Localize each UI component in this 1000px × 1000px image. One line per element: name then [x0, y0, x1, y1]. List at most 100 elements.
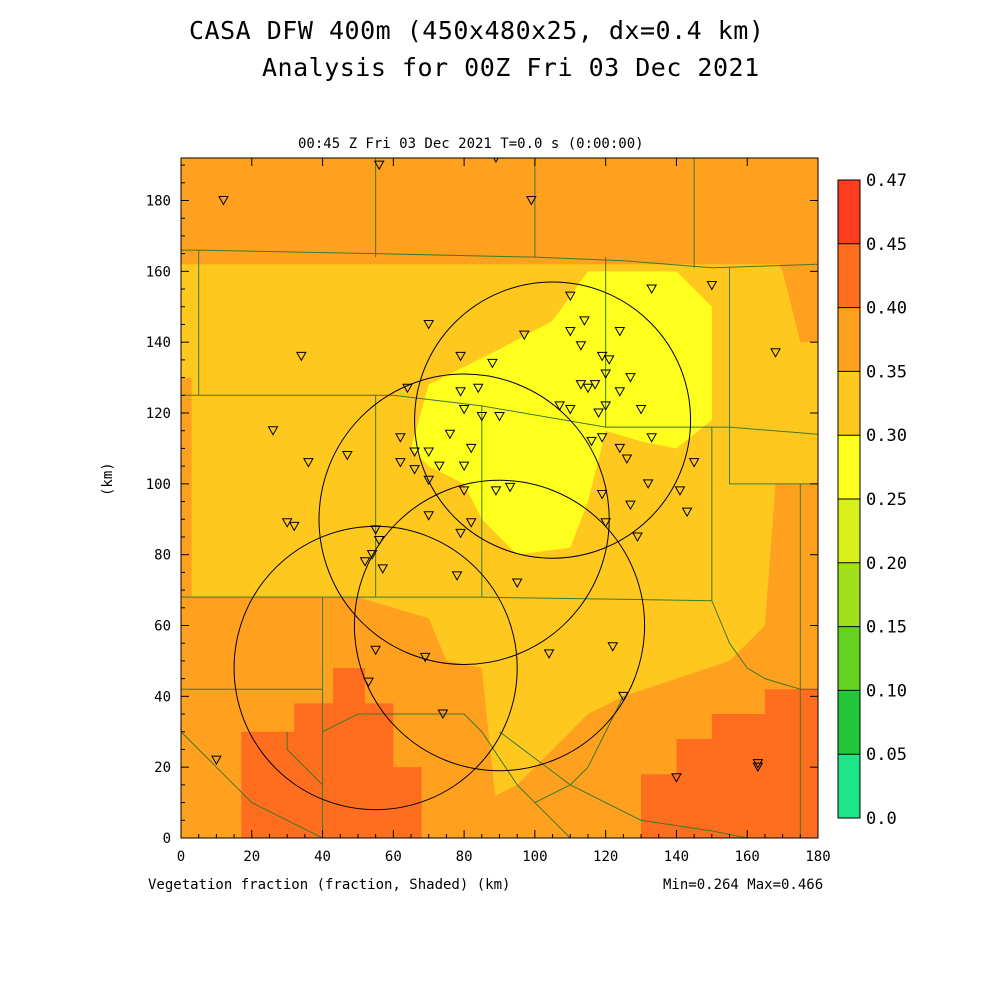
x-tick-label: 160 [735, 849, 760, 865]
shaded-region-5 [181, 377, 192, 598]
colorbar-swatch-2 [838, 626, 860, 691]
colorbar-label: 0.10 [866, 681, 907, 701]
station-marker-75 [600, 518, 612, 528]
station-marker-14 [487, 358, 498, 369]
colorbar-swatch-5 [838, 435, 860, 499]
station-marker-4 [706, 281, 718, 291]
colorbar-label: 0.45 [866, 235, 907, 255]
colorbar-swatch-8 [838, 243, 860, 308]
station-marker-3 [525, 196, 537, 206]
station-marker-22 [582, 383, 594, 394]
colorbar-swatch-0 [838, 754, 860, 818]
station-marker-27 [458, 404, 470, 415]
station-marker-57 [625, 500, 636, 511]
station-marker-1 [373, 160, 385, 171]
station-marker-71 [511, 578, 523, 589]
y-tick-label: 120 [146, 406, 171, 422]
x-tick-label: 140 [664, 849, 689, 865]
county-line-21 [499, 731, 748, 838]
station-marker-78 [543, 649, 555, 659]
station-marker-20 [770, 348, 781, 358]
shaded-region-11 [181, 158, 818, 265]
county-line-17 [286, 731, 323, 786]
field-label: Vegetation fraction (fraction, Shaded) (… [148, 877, 511, 893]
station-marker-24 [402, 383, 413, 394]
station-marker-65 [281, 518, 293, 528]
county-line-20 [534, 696, 624, 804]
station-marker-51 [614, 443, 626, 454]
station-marker-40 [433, 461, 445, 472]
county-boundaries [181, 158, 818, 838]
station-marker-48 [303, 458, 314, 468]
colorbar-swatch-4 [838, 499, 860, 563]
station-marker-30 [554, 401, 566, 411]
station-marker-85 [671, 773, 682, 783]
station-marker-64 [373, 536, 385, 546]
colorbar-label: 0.15 [866, 618, 907, 638]
colorbar-label: 0.05 [866, 745, 907, 765]
x-tick-label: 40 [314, 849, 331, 865]
station-marker-84 [211, 755, 222, 766]
station-marker-67 [366, 550, 378, 560]
county-line-2 [181, 394, 818, 435]
colorbar-label: 0.40 [866, 299, 907, 319]
valid-time-label: 00:45 Z Fri 03 Dec 2021 T=0.0 s (0:00:00… [298, 136, 644, 152]
station-marker-86 [752, 762, 764, 773]
county-line-16 [181, 731, 323, 838]
colorbar-label: 0.20 [866, 554, 907, 574]
station-marker-10 [518, 330, 530, 341]
colorbar-swatch-7 [838, 307, 860, 372]
shaded-region-8 [641, 689, 818, 838]
station-marker-11 [423, 319, 435, 330]
station-marker-37 [395, 433, 406, 443]
station-marker-72 [423, 511, 435, 521]
colorbar-label: 0.47 [866, 171, 907, 191]
county-line-19 [711, 600, 818, 690]
station-marker-62 [504, 482, 516, 493]
station-marker-15 [575, 341, 587, 351]
colorbar-swatch-6 [838, 371, 860, 436]
station-marker-74 [465, 518, 477, 528]
station-marker-55 [674, 486, 686, 496]
y-tick-label: 100 [146, 477, 171, 493]
colorbar-label: 0.25 [866, 490, 907, 510]
station-marker-45 [409, 465, 420, 475]
x-tick-label: 60 [385, 849, 402, 865]
colorbar-label: 0.30 [866, 426, 907, 446]
station-marker-82 [437, 709, 449, 720]
station-marker-52 [621, 454, 633, 465]
station-marker-13 [455, 351, 466, 362]
y-tick-label: 80 [154, 548, 171, 564]
station-marker-54 [688, 458, 700, 468]
station-marker-73 [455, 528, 466, 539]
station-marker-87 [752, 759, 764, 769]
station-marker-56 [642, 479, 654, 489]
station-marker-39 [423, 447, 435, 457]
station-marker-49 [586, 436, 597, 447]
station-marker-31 [564, 404, 576, 415]
station-marker-59 [681, 507, 693, 518]
station-marker-34 [614, 387, 626, 397]
county-line-12 [729, 427, 818, 485]
station-marker-25 [455, 387, 466, 397]
station-marker-58 [596, 489, 608, 500]
x-tick-label: 100 [522, 849, 547, 865]
x-tick-label: 20 [243, 849, 260, 865]
station-marker-33 [600, 401, 612, 411]
station-marker-16 [596, 351, 608, 362]
colorbar: 0.0 0.05 0.10 0.15 0.20 0.25 0.30 0.35 0.40 0.45 0… [837, 171, 907, 829]
station-marker-53 [646, 433, 658, 443]
station-marker-42 [465, 443, 477, 454]
station-marker-47 [341, 451, 353, 461]
radar-ring-2 [353, 479, 646, 772]
station-marker-44 [395, 458, 406, 468]
chart-subtitle: Analysis for 00Z Fri 03 Dec 2021 [262, 53, 760, 82]
station-marker-21 [575, 380, 587, 390]
station-marker-7 [579, 316, 590, 326]
station-marker-83 [618, 691, 629, 702]
colorbar-swatch-9 [838, 180, 860, 244]
station-marker-41 [444, 429, 456, 440]
station-marker-26 [472, 383, 484, 394]
station-marker-5 [646, 284, 658, 295]
